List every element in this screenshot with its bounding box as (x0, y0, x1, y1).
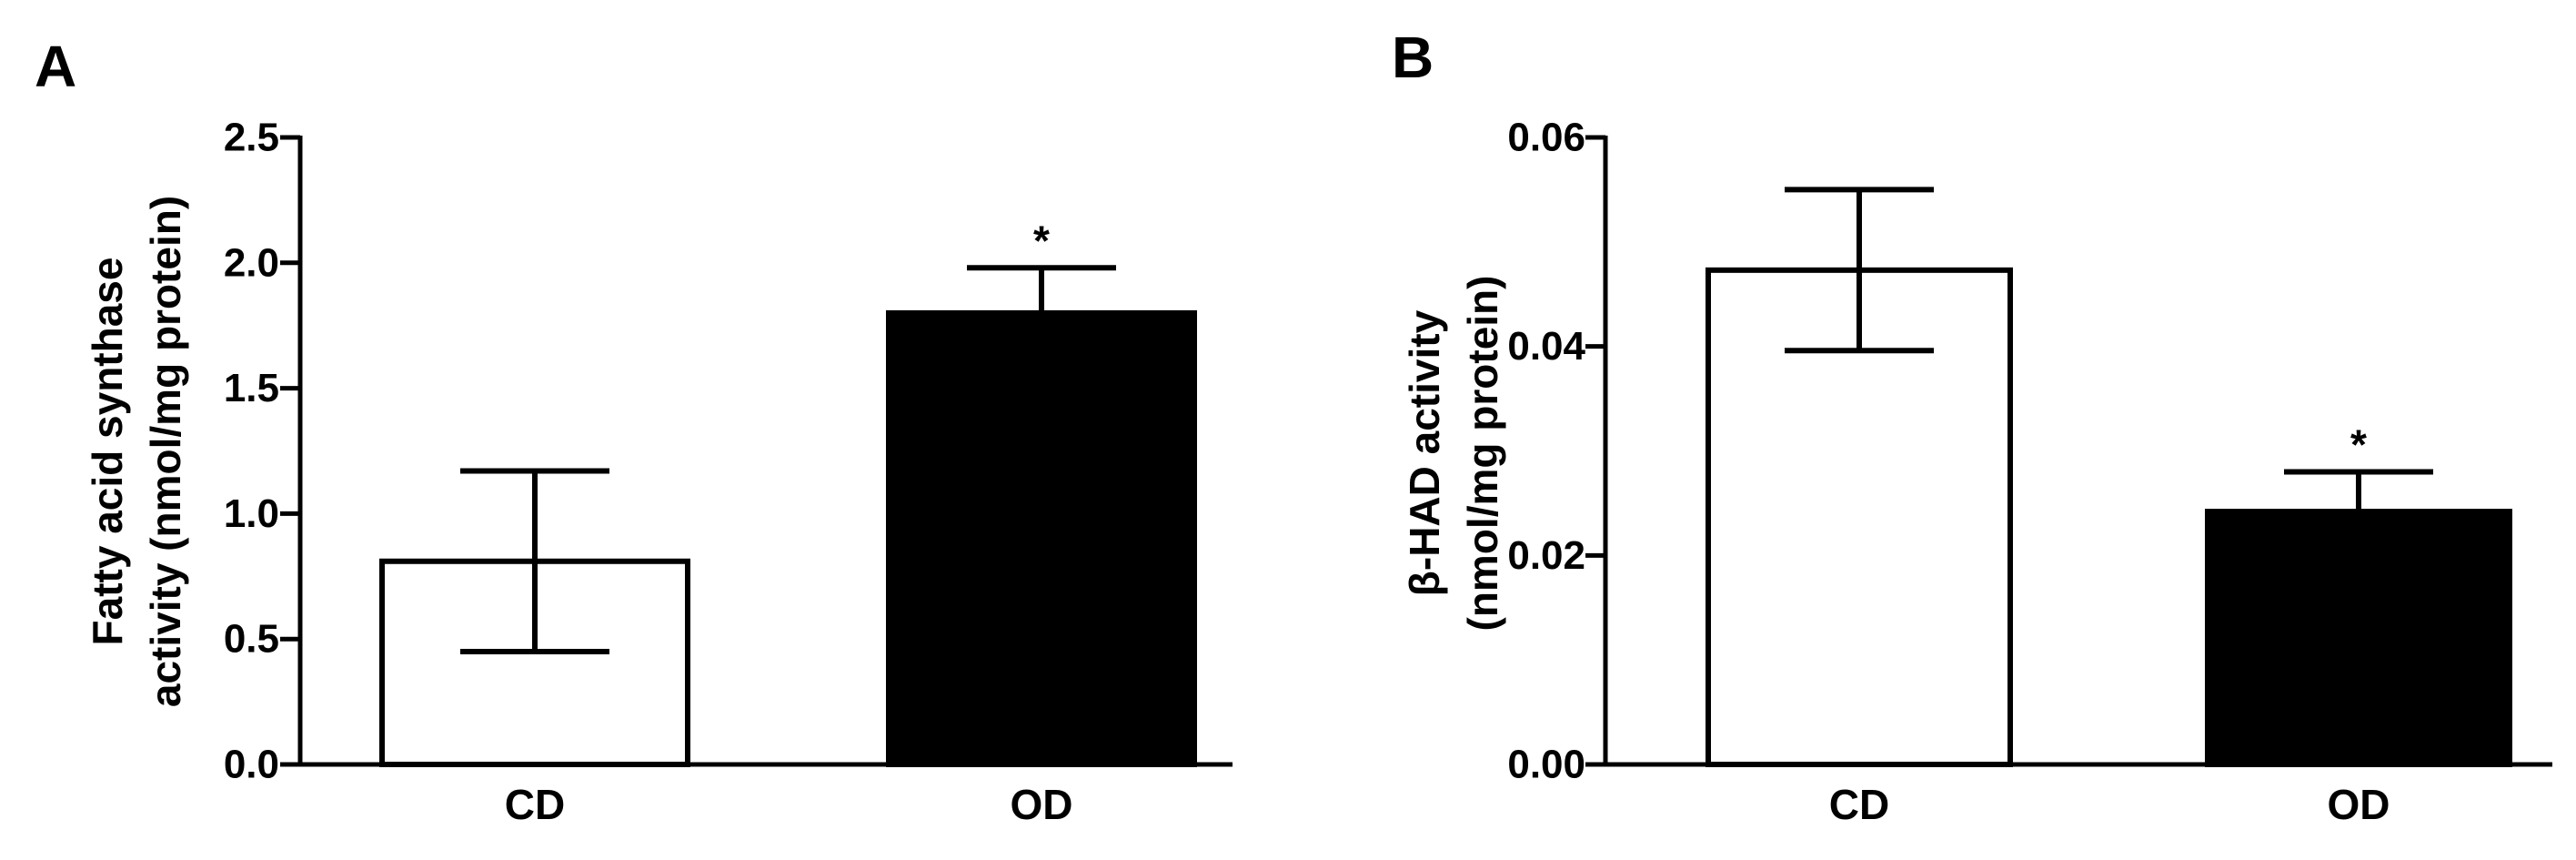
y-axis-title-line: Fatty acid synthase (84, 258, 131, 646)
y-tick-label: 1.5 (224, 366, 279, 410)
x-category-label: CD (505, 781, 565, 828)
panel-a: A Fatty acid synthase activity (nmol/mg pr… (35, 34, 1233, 828)
significance-marker: * (1033, 217, 1050, 264)
y-tick-label: 0.06 (1507, 116, 1585, 160)
y-tick-label: 0.5 (224, 617, 279, 662)
y-axis-title-line: (nmol/mg protein) (1459, 276, 1506, 632)
y-tick-label: 0.02 (1507, 533, 1585, 578)
y-tick-label: 0.00 (1507, 743, 1585, 787)
y-tick-label: 0.0 (224, 743, 279, 787)
panel-b: Bβ-HAD activity (nmol/mg protein) 0.00 0.02… (1392, 25, 2552, 828)
y-axis-title-line: β-HAD activity (1401, 309, 1448, 596)
y-tick-label: 2.0 (224, 240, 279, 285)
x-category-label: CD (1829, 781, 1889, 828)
y-tick-label: 0.04 (1507, 324, 1585, 369)
y-tick-label: 2.5 (224, 116, 279, 160)
panel-letter: B (1392, 25, 1434, 90)
y-axis-title-line: activity (nmol/mg protein) (142, 196, 189, 707)
x-category-label: OD (2328, 781, 2390, 828)
y-tick-label: 1.0 (224, 491, 279, 536)
panel-letter: A (35, 34, 76, 99)
significance-marker: * (2350, 420, 2367, 468)
bar-od (2205, 509, 2512, 767)
x-category-label: OD (1011, 781, 1073, 828)
bar-od (886, 309, 1197, 767)
